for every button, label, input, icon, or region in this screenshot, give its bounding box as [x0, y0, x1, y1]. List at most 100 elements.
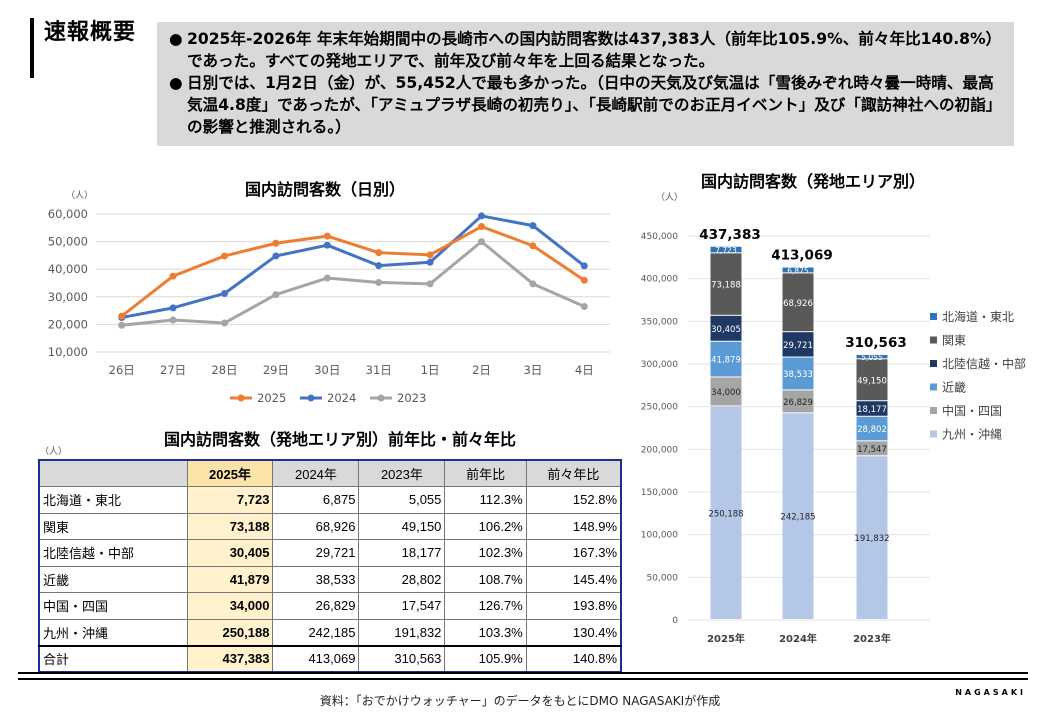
table-header-cell: 2023年 [358, 459, 446, 487]
data-point [221, 289, 228, 297]
page-title: 速報概要 [44, 20, 137, 45]
bar-segment [782, 332, 814, 357]
bar-segment [856, 359, 888, 401]
legend-label: 2023 [397, 391, 426, 405]
table-cell: 130.4% [525, 618, 622, 646]
table-row: 関東 73,188 68,926 49,150 106.2% 148.9% [38, 512, 622, 540]
table-cell: 中国・四国 [38, 592, 188, 620]
legend-label: 九州・沖縄 [942, 427, 1002, 442]
legend-swatch-icon [930, 383, 937, 391]
data-point [272, 252, 280, 260]
x-tick-label: 1日 [421, 363, 440, 377]
y-tick-label: 20,000 [48, 317, 88, 331]
table-header-cell [38, 459, 188, 487]
legend-marker-icon [307, 394, 315, 402]
bar-segment [856, 354, 888, 359]
x-tick-label: 26日 [109, 363, 135, 377]
table-cell: 310,563 [358, 644, 446, 673]
x-tick-label: 30日 [314, 363, 340, 377]
brand-logo: NAGASAKI [955, 688, 1026, 697]
segment-value-label: 242,185 [780, 513, 815, 523]
bar-chart-unit: （人） [656, 193, 684, 203]
table-cell: 近畿 [38, 565, 188, 593]
legend-label: 中国・四国 [942, 403, 1002, 418]
segment-value-label: 28,802 [857, 425, 887, 435]
data-point [323, 274, 331, 282]
comparison-table: 2025年 2024年 2023年 前年比 前々年比 北海道・東北 7,723 6,… [38, 459, 622, 673]
legend-swatch-icon [930, 430, 937, 438]
y-tick-label: 60,000 [48, 207, 88, 221]
data-point [426, 280, 434, 288]
data-point [323, 241, 331, 249]
bar-segment [856, 416, 888, 441]
table-row: 北陸信越・中部 30,405 29,721 18,177 102.3% 167.3% [38, 539, 622, 567]
section-title-bar: 速報概要 [30, 18, 136, 78]
data-point [169, 304, 177, 312]
data-point [529, 222, 537, 230]
table-row: 近畿 41,879 38,533 28,802 108.7% 145.4% [38, 565, 622, 593]
x-tick-label: 27日 [160, 363, 186, 377]
x-tick-label: 29日 [263, 363, 289, 377]
y-tick-label: 100,000 [641, 531, 678, 541]
legend-label: 北海道・東北 [942, 309, 1014, 324]
series-line-2025 [120, 225, 586, 318]
stacked-bar-chart: 0 50,000 100,000 150,000 200,000 250,000 300,0… [641, 227, 1026, 645]
table-cell: 28,802 [358, 565, 446, 593]
bar-segment [856, 401, 888, 416]
y-tick-label: 50,000 [647, 573, 679, 583]
table-cell: 49,150 [358, 512, 446, 540]
bullet-dot-icon: ● [169, 30, 183, 48]
legend-label: 北陸信越・中部 [942, 356, 1026, 371]
segment-value-label: 26,829 [783, 398, 813, 408]
legend-swatch-icon [930, 360, 937, 367]
legend-label: 2024 [327, 391, 356, 405]
segment-value-label: 7,723 [715, 246, 737, 255]
data-point [272, 291, 280, 299]
summary-box: ● 2025年-2026年 年末年始期間中の長崎市への国内訪問客数は437,38… [157, 22, 1014, 146]
data-point [221, 319, 228, 327]
table-cell: 108.7% [444, 565, 527, 593]
legend-label: 2025 [257, 391, 286, 405]
table-cell: 167.3% [525, 539, 622, 567]
table-cell: 126.7% [444, 592, 527, 620]
legend-swatch-icon [930, 336, 937, 344]
data-point [580, 276, 588, 284]
table-total-row: 合計 437,383 413,069 310,563 105.9% 140.8% [38, 644, 622, 673]
table-cell: 73,188 [186, 512, 274, 540]
table-cell: 5,055 [358, 486, 446, 514]
data-point [529, 280, 537, 288]
y-tick-label: 150,000 [641, 488, 678, 498]
bar-segment [782, 357, 814, 390]
line-chart: 10,000 20,000 30,000 40,000 50,000 60,000 26日 2… [48, 207, 610, 405]
data-point [478, 223, 485, 231]
segment-value-label: 38,533 [783, 370, 813, 380]
y-tick-label: 400,000 [641, 275, 678, 285]
data-point [169, 272, 177, 280]
bar-segment [782, 273, 814, 332]
segment-value-label: 34,000 [711, 388, 741, 398]
bar-segment [856, 441, 888, 456]
bar-segment [856, 456, 888, 619]
table-cell: 北海道・東北 [38, 486, 188, 514]
line-chart-title: 国内訪問客数（日別） [244, 180, 405, 199]
bar-segment [782, 413, 814, 619]
table-cell: 103.3% [444, 618, 527, 646]
table-cell: 140.8% [525, 644, 622, 673]
segment-value-label: 18,177 [857, 405, 887, 415]
table-cell: 17,547 [358, 592, 446, 620]
data-point [323, 232, 331, 240]
data-point [221, 252, 228, 260]
bar-segment [710, 253, 742, 315]
table-header-cell: 2024年 [272, 459, 360, 487]
table-cell: 7,723 [186, 486, 274, 514]
segment-value-label: 191,832 [854, 534, 889, 544]
table-header-cell: 前年比 [444, 459, 527, 487]
data-point [478, 238, 485, 246]
table-cell: 148.9% [525, 512, 622, 540]
table-cell: 合計 [38, 644, 188, 673]
table-cell: 105.9% [444, 644, 527, 673]
bar-segment [710, 246, 742, 253]
data-point [426, 251, 434, 259]
table-header-cell: 前々年比 [525, 459, 622, 487]
y-tick-label: 300,000 [641, 360, 678, 370]
